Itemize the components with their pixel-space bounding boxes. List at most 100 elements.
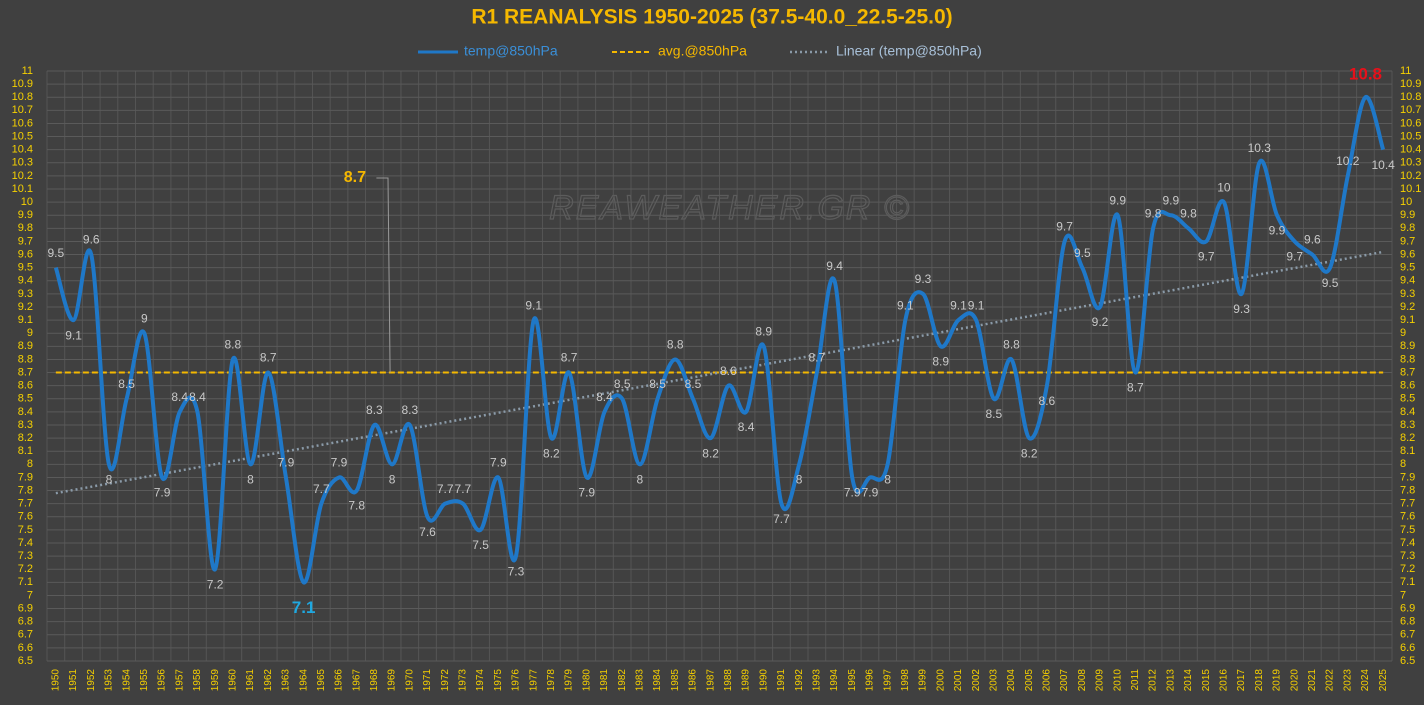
x-tick-label: 1987 — [705, 669, 716, 692]
watermark: REAWEATHER.GR © — [549, 189, 911, 227]
x-tick-label: 2007 — [1059, 669, 1070, 692]
data-label: 8.2 — [1021, 446, 1038, 460]
data-label: 8.3 — [366, 403, 383, 417]
y2-tick-label: 7.1 — [1400, 576, 1415, 588]
x-tick-label: 1964 — [298, 669, 309, 692]
data-label: 8 — [106, 473, 113, 487]
average-annotation: 8.7 — [344, 169, 366, 186]
data-label: 10.2 — [1336, 154, 1360, 168]
data-label: 8.7 — [808, 351, 825, 365]
y-tick-label: 7.8 — [18, 484, 33, 496]
data-line — [53, 95, 1386, 585]
y2-tick-label: 7.3 — [1400, 550, 1415, 562]
x-tick-label: 1966 — [334, 669, 345, 692]
data-label: 9.8 — [1145, 207, 1162, 221]
y-tick-label: 8.4 — [18, 406, 33, 418]
x-tick-label: 2020 — [1289, 669, 1300, 692]
y-tick-label: 10 — [21, 196, 33, 208]
data-label: 8.2 — [543, 446, 560, 460]
y-tick-label: 9.3 — [18, 288, 33, 300]
y2-tick-label: 10.7 — [1400, 104, 1421, 116]
y-tick-label: 9 — [27, 327, 33, 339]
x-tick-label: 2005 — [1024, 669, 1035, 692]
data-label: 9.4 — [826, 259, 843, 273]
data-label: 7.3 — [508, 564, 525, 578]
y-tick-label: 7 — [27, 589, 33, 601]
y-tick-label: 7.7 — [18, 498, 33, 510]
x-tick-label: 1959 — [210, 669, 221, 692]
y2-tick-label: 10.8 — [1400, 91, 1421, 103]
y-tick-label: 10.5 — [12, 130, 33, 142]
x-tick-label: 1962 — [263, 669, 274, 692]
data-label: 8.2 — [702, 446, 719, 460]
data-label: 8.6 — [720, 364, 737, 378]
x-tick-label: 2002 — [971, 669, 982, 692]
data-label: 7.9 — [154, 486, 171, 500]
data-label: 9.1 — [897, 298, 914, 312]
y-tick-label: 9.2 — [18, 301, 33, 313]
data-label: 9.2 — [1092, 315, 1109, 329]
y2-tick-label: 7.9 — [1400, 471, 1415, 483]
data-label: 7.9 — [578, 486, 595, 500]
x-tick-label: 1980 — [581, 669, 592, 692]
data-label: 8.4 — [596, 390, 613, 404]
y-tick-label: 9.4 — [18, 275, 33, 287]
y-tick-label: 10.3 — [12, 157, 33, 169]
data-label: 10.3 — [1248, 141, 1272, 155]
data-label: 9.8 — [1180, 207, 1197, 221]
y2-tick-label: 10.6 — [1400, 117, 1421, 129]
data-label: 9.7 — [1198, 250, 1215, 264]
x-tick-label: 1958 — [192, 669, 203, 692]
x-tick-label: 1994 — [829, 669, 840, 692]
data-label: 7.8 — [348, 499, 365, 513]
x-tick-label: 2004 — [1006, 669, 1017, 692]
data-label: 8.9 — [932, 355, 949, 369]
x-tick-label: 2019 — [1272, 669, 1283, 692]
x-tick-label: 2016 — [1219, 669, 1230, 692]
data-label: 8.4 — [189, 390, 206, 404]
y-tick-label: 11 — [22, 65, 33, 77]
y-tick-label: 6.8 — [18, 616, 33, 628]
data-label: 8.5 — [685, 377, 702, 391]
y-tick-label: 10.4 — [12, 144, 33, 156]
y2-tick-label: 6.9 — [1400, 602, 1415, 614]
legend-label: temp@850hPa — [464, 43, 558, 59]
y-tick-label: 8.2 — [18, 432, 33, 444]
data-label: 9.5 — [48, 246, 65, 260]
y2-tick-label: 8.8 — [1400, 353, 1415, 365]
x-tick-label: 1989 — [741, 669, 752, 692]
x-tick-label: 1979 — [564, 669, 575, 692]
y2-tick-label: 9.6 — [1400, 248, 1415, 260]
y2-tick-label: 8.7 — [1400, 366, 1415, 378]
x-tick-label: 2000 — [935, 669, 946, 692]
legend-label: avg.@850hPa — [658, 43, 747, 59]
y2-tick-label: 10.1 — [1400, 183, 1421, 195]
x-tick-label: 2008 — [1077, 669, 1088, 692]
data-label: 9.1 — [65, 328, 82, 342]
y2-tick-label: 10.4 — [1400, 144, 1421, 156]
x-tick-label: 1952 — [86, 669, 97, 692]
data-label: 8.8 — [1003, 338, 1020, 352]
y-tick-label: 6.9 — [18, 602, 33, 614]
y-tick-label: 8.8 — [18, 353, 33, 365]
data-label: 8 — [637, 473, 644, 487]
y-tick-label: 9.6 — [18, 248, 33, 260]
data-label: 8.8 — [667, 338, 684, 352]
y-tick-label: 10.6 — [12, 117, 33, 129]
y2-tick-label: 9 — [1400, 327, 1406, 339]
x-tick-label: 2022 — [1325, 669, 1336, 692]
x-tick-label: 1954 — [121, 669, 132, 692]
data-label: 7.7 — [455, 482, 472, 496]
y2-tick-label: 6.7 — [1400, 629, 1415, 641]
data-label: 8.8 — [224, 338, 241, 352]
data-label: 9.3 — [915, 272, 932, 286]
data-label: 7.2 — [207, 577, 224, 591]
y2-tick-label: 9.7 — [1400, 235, 1415, 247]
y-tick-label: 10.2 — [12, 170, 33, 182]
data-label: 9.6 — [1304, 233, 1321, 247]
x-tick-label: 1960 — [227, 669, 238, 692]
x-tick-label: 1998 — [900, 669, 911, 692]
x-tick-label: 1983 — [635, 669, 646, 692]
data-label: 7.7 — [773, 512, 790, 526]
